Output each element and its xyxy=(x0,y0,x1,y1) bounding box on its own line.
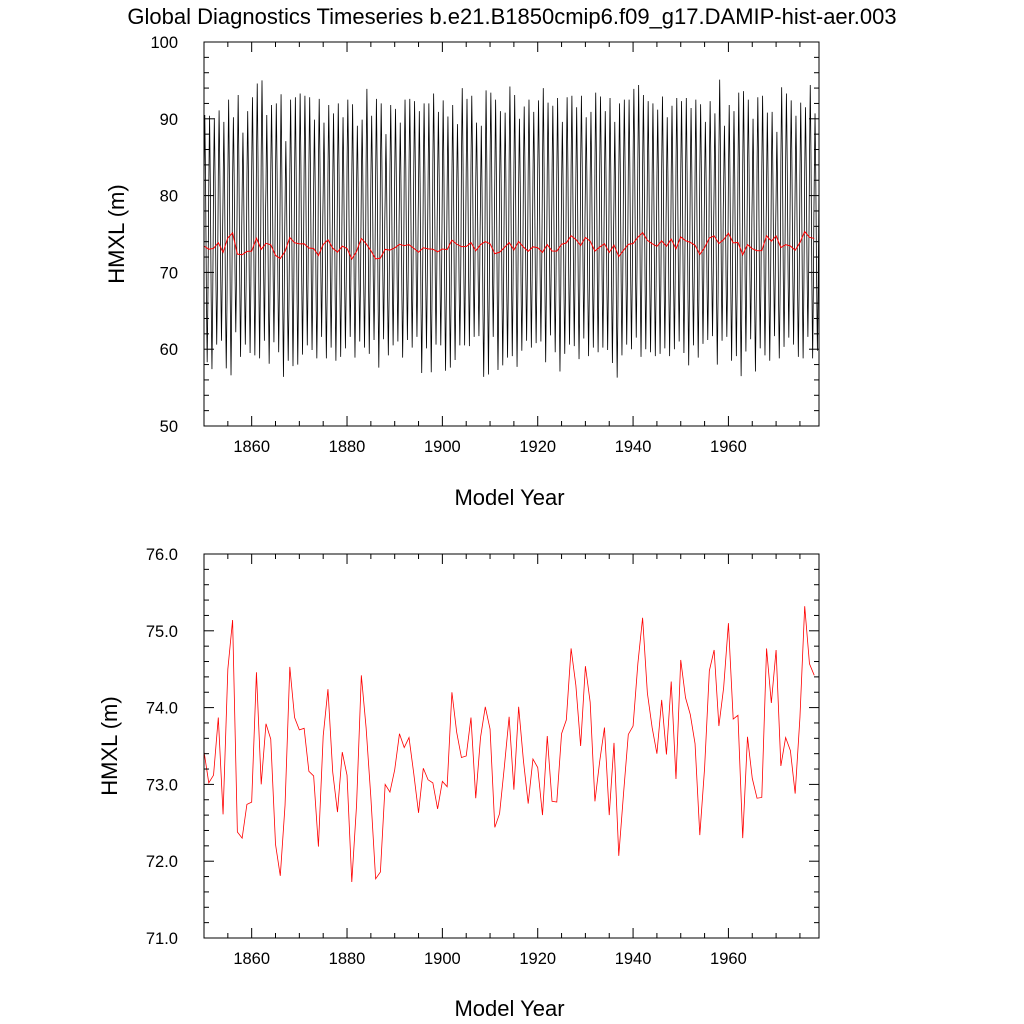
y-tick-label: 90 xyxy=(160,111,178,129)
x-tick-label: 1940 xyxy=(615,438,652,456)
y-tick-label: 80 xyxy=(160,188,178,206)
y-tick-label: 73.0 xyxy=(146,776,178,794)
plot-area xyxy=(204,606,815,882)
x-tick-label: 1880 xyxy=(329,950,366,968)
y-tick-label: 70 xyxy=(160,264,178,282)
x-tick-label: 1900 xyxy=(424,950,461,968)
x-tick-label: 1900 xyxy=(424,438,461,456)
x-tick-label: 1960 xyxy=(710,438,747,456)
y-tick-label: 50 xyxy=(160,418,178,436)
chart-title: Global Diagnostics Timeseries b.e21.B185… xyxy=(127,4,896,29)
y-tick-label: 75.0 xyxy=(146,623,178,641)
y-axis-ticks xyxy=(204,553,819,939)
plot-frame xyxy=(203,553,820,939)
x-axis-label: Model Year xyxy=(454,485,564,510)
series-annual-mean-line xyxy=(204,606,815,882)
x-tick-label: 1860 xyxy=(233,950,270,968)
y-tick-label: 60 xyxy=(160,341,178,359)
x-tick-label: 1860 xyxy=(233,438,270,456)
y-tick-label: 100 xyxy=(150,34,178,52)
x-tick-label: 1920 xyxy=(519,438,556,456)
x-tick-label: 1880 xyxy=(329,438,366,456)
series-annual-mean-line xyxy=(204,230,815,261)
x-tick-label: 1920 xyxy=(519,950,556,968)
y-axis-label: HMXL (m) xyxy=(104,184,129,283)
bottom-panel: 1860 1880 1900 1920 1940 1960 71.0 72.0 73.0 74.0… xyxy=(97,546,820,1021)
top-panel: 1860 1880 1900 1920 1940 1960 50 60 70 80 90 100 Mod… xyxy=(104,34,820,510)
plot-area xyxy=(204,79,819,378)
series-monthly-line xyxy=(204,79,819,378)
y-tick-label: 72.0 xyxy=(146,853,178,871)
plot-frame xyxy=(203,41,820,427)
x-axis-ticks xyxy=(203,42,801,426)
x-tick-label: 1940 xyxy=(615,950,652,968)
y-axis-label: HMXL (m) xyxy=(97,696,122,795)
y-axis-ticks xyxy=(204,41,819,427)
y-tick-label: 71.0 xyxy=(146,930,178,948)
x-axis-label: Model Year xyxy=(454,996,564,1021)
x-axis-ticks xyxy=(203,554,801,938)
y-tick-label: 76.0 xyxy=(146,546,178,564)
y-tick-label: 74.0 xyxy=(146,700,178,718)
x-tick-label: 1960 xyxy=(710,950,747,968)
